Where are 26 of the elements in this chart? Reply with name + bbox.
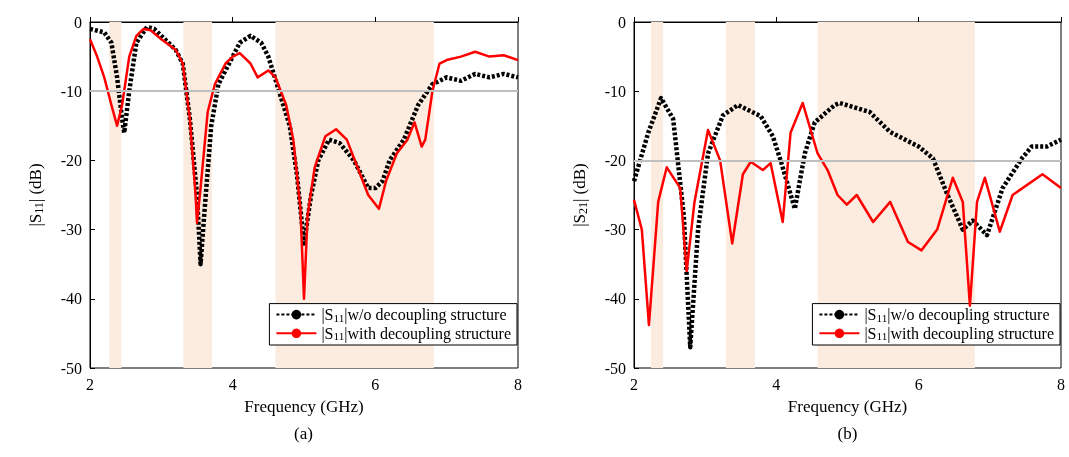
x-axis-title: Frequency (GHz) <box>787 397 908 416</box>
y-tick-label: -40 <box>60 290 82 308</box>
x-tick-label: 6 <box>914 375 923 393</box>
y-axis-title: |S11| (dB) <box>26 163 46 227</box>
x-tick-label: 8 <box>514 375 522 393</box>
x-tick-label: 8 <box>1057 375 1065 393</box>
x-axis-title: Frequency (GHz) <box>244 397 364 416</box>
y-tick-label: -30 <box>60 221 82 239</box>
y-tick-label: -10 <box>60 82 82 100</box>
x-tick-label: 4 <box>228 375 237 393</box>
y-axis-title: |S21| (dB) <box>570 163 590 227</box>
y-tick-label: -50 <box>604 359 626 377</box>
y-tick-label: -40 <box>604 290 626 308</box>
y-tick-label: 0 <box>618 13 626 31</box>
x-tick-label: 2 <box>86 375 94 393</box>
y-tick-label: -20 <box>604 151 626 169</box>
y-tick-label: -50 <box>60 359 82 377</box>
x-tick-label: 2 <box>630 375 638 393</box>
text: (a) <box>294 424 313 443</box>
y-tick-label: 0 <box>74 13 82 31</box>
y-tick-label: -30 <box>604 221 626 239</box>
x-tick-label: 6 <box>371 375 380 393</box>
y-tick-label: -20 <box>60 151 82 169</box>
text: (b) <box>837 424 858 443</box>
y-tick-label: -10 <box>604 82 626 100</box>
x-tick-label: 4 <box>772 375 781 393</box>
